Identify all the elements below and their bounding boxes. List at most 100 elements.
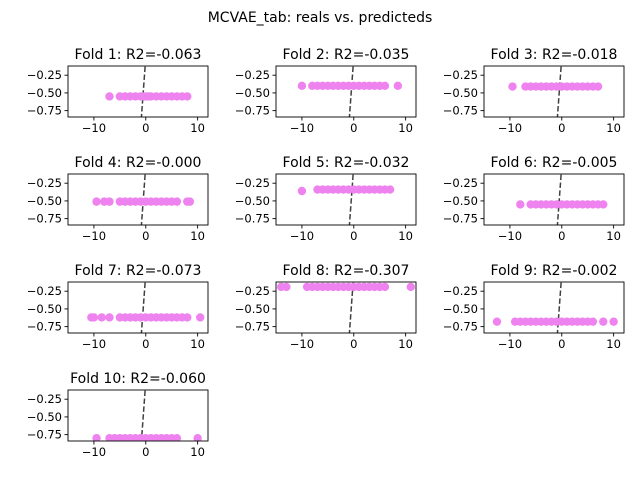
data-point — [385, 185, 395, 194]
axes-frame — [483, 173, 625, 226]
axes-frame — [275, 65, 417, 118]
y-tick-label: −0.50 — [235, 86, 270, 100]
data-point — [183, 92, 192, 101]
plot-area — [297, 174, 395, 225]
x-tick-label: 10 — [190, 229, 205, 243]
data-point — [516, 200, 525, 209]
data-point — [105, 313, 114, 322]
panel-title: Fold 2: R2=-0.035 — [283, 47, 410, 63]
x-tick-label: −10 — [290, 337, 314, 351]
data-point — [508, 82, 517, 91]
axes-frame — [483, 65, 625, 118]
panel-title: Fold 1: R2=-0.063 — [75, 47, 202, 63]
x-tick-label: 10 — [190, 121, 205, 135]
axes-frame — [67, 389, 209, 442]
panels-grid: Fold 1: R2=-0.063 −10 0 10 −0.25 −0.50 −0.75 Fo… — [27, 47, 625, 459]
x-tick-label: 0 — [142, 445, 149, 459]
data-point — [105, 92, 114, 101]
y-tick-label: −0.50 — [443, 302, 478, 316]
panel-title: Fold 6: R2=-0.005 — [491, 155, 618, 171]
x-tick-label: −10 — [498, 337, 522, 351]
panel-fold-3: Fold 3: R2=-0.018 −10 0 10 −0.25 −0.50 −0.75 — [443, 47, 625, 135]
plot-area — [105, 66, 192, 117]
data-point — [193, 433, 202, 441]
y-tick-label: −0.25 — [27, 68, 62, 82]
x-tick-label: 0 — [350, 337, 357, 351]
axes-frame — [275, 281, 417, 334]
y-tick-label: −0.75 — [235, 212, 270, 226]
panel-fold-4: Fold 4: R2=-0.000 −10 0 10 −0.25 −0.50 −0.75 — [27, 155, 209, 243]
panel-fold-5: Fold 5: R2=-0.032 −10 0 10 −0.25 −0.50 −0.75 — [235, 155, 417, 243]
y-tick-label: −0.25 — [27, 392, 62, 406]
y-tick-label: −0.25 — [443, 176, 478, 190]
axes-frame — [67, 65, 209, 118]
panel-fold-1: Fold 1: R2=-0.063 −10 0 10 −0.25 −0.50 −0.75 — [27, 47, 209, 135]
panel-title: Fold 8: R2=-0.307 — [283, 263, 410, 279]
x-tick-label: 10 — [398, 337, 413, 351]
data-point — [282, 282, 291, 292]
x-tick-label: 0 — [350, 121, 357, 135]
data-point — [609, 317, 618, 326]
data-point — [97, 313, 106, 322]
x-tick-label: 0 — [558, 121, 565, 135]
panel-fold-7: Fold 7: R2=-0.073 −10 0 10 −0.25 −0.50 −0.75 — [27, 263, 209, 351]
y-tick-label: −0.75 — [443, 212, 478, 226]
y-tick-label: −0.50 — [27, 302, 62, 316]
data-point — [380, 282, 390, 292]
x-tick-label: 10 — [606, 121, 621, 135]
y-tick-label: −0.25 — [235, 176, 270, 190]
x-tick-label: 10 — [606, 337, 621, 351]
y-tick-label: −0.50 — [443, 194, 478, 208]
x-tick-label: −10 — [82, 229, 106, 243]
data-point — [406, 282, 416, 292]
plot-area — [492, 282, 618, 333]
axes-frame — [275, 173, 417, 226]
x-tick-label: −10 — [498, 229, 522, 243]
y-tick-label: −0.50 — [27, 194, 62, 208]
axes-frame — [67, 173, 209, 226]
plot-area — [92, 390, 202, 441]
axes-frame — [483, 281, 625, 334]
data-point — [105, 197, 114, 206]
y-tick-label: −0.50 — [443, 86, 478, 100]
data-point — [593, 82, 603, 91]
y-tick-label: −0.50 — [27, 86, 62, 100]
data-point — [492, 317, 502, 326]
plot-area — [516, 174, 608, 225]
data-point — [393, 81, 403, 91]
data-point — [172, 197, 182, 206]
data-point — [599, 317, 608, 326]
data-point — [588, 317, 598, 326]
plot-area — [92, 174, 195, 225]
y-tick-label: −0.25 — [235, 68, 270, 82]
y-tick-label: −0.75 — [443, 320, 478, 334]
x-tick-label: 0 — [350, 229, 357, 243]
data-point — [380, 81, 390, 91]
y-tick-label: −0.75 — [443, 104, 478, 118]
y-tick-label: −0.75 — [27, 104, 62, 118]
data-point — [92, 197, 101, 206]
axes-frame — [67, 281, 209, 334]
data-point — [172, 433, 182, 441]
panel-title: Fold 3: R2=-0.018 — [491, 47, 618, 63]
panel-title: Fold 5: R2=-0.032 — [283, 155, 410, 171]
plot-area — [276, 282, 416, 333]
figure-title: MCVAE_tab: reals vs. predicteds — [208, 10, 433, 26]
x-tick-label: 10 — [398, 121, 413, 135]
x-tick-label: 0 — [558, 229, 565, 243]
y-tick-label: −0.25 — [27, 284, 62, 298]
data-point — [183, 313, 192, 322]
y-tick-label: −0.75 — [235, 320, 270, 334]
y-tick-label: −0.50 — [235, 302, 270, 316]
x-tick-label: −10 — [82, 445, 106, 459]
data-point — [297, 186, 307, 196]
y-tick-label: −0.25 — [443, 284, 478, 298]
data-point — [196, 313, 205, 322]
x-tick-label: 0 — [142, 337, 149, 351]
x-tick-label: 0 — [142, 229, 149, 243]
data-point — [92, 433, 101, 441]
plot-area — [508, 66, 603, 117]
x-tick-label: −10 — [498, 121, 522, 135]
x-tick-label: −10 — [82, 121, 106, 135]
